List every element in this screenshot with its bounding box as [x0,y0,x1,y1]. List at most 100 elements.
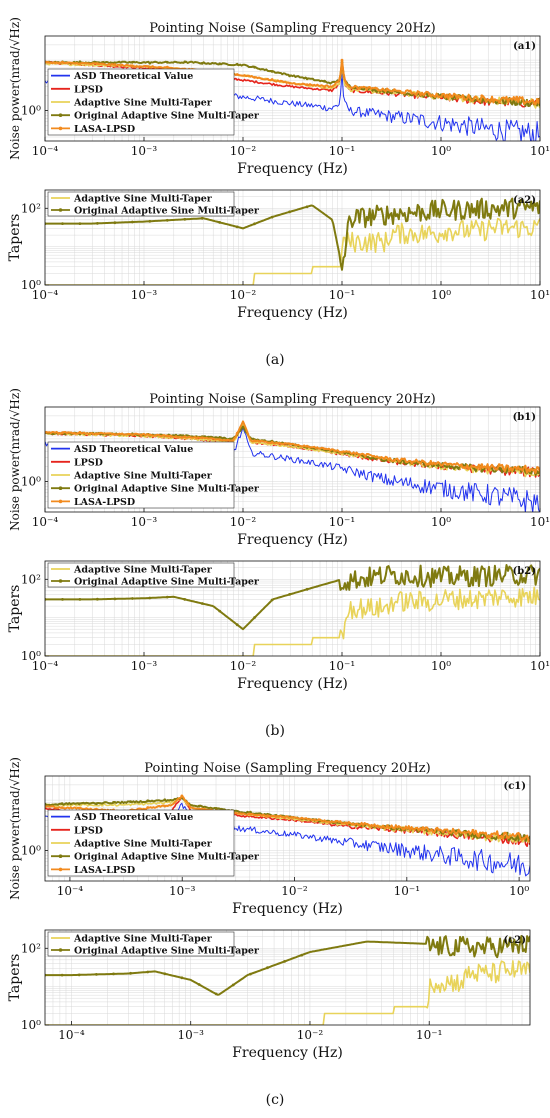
legend-label: LPSD [74,84,103,95]
legend-marker [58,486,63,491]
series-marker-a2-1 [96,222,99,225]
series-marker-b1-4 [462,466,466,469]
series-marker-b1-4 [358,453,361,457]
legend-marker [58,499,63,504]
chart-c1: 10⁻⁴ 10⁻³ 10⁻² 10⁻¹ 10⁰ 10⁰ Frequency (Hz) Nois… [8,757,531,917]
series-marker-b1-4 [96,432,99,436]
series-marker-c2-1 [129,971,133,975]
x-tick-label: 10⁰ [431,144,451,158]
series-marker-c1-3 [60,802,64,805]
series-marker-a2-1 [253,222,256,226]
y-tick-label: 10⁰ [21,1018,41,1032]
series-marker-b1-4 [200,436,204,440]
series-marker-c1-4 [420,828,423,831]
series-marker-b1-4 [340,450,344,454]
series-marker-a1-3 [323,79,326,83]
series-line-b2-0 [45,586,540,656]
series-marker-c1-3 [112,801,115,804]
panel-label: (b2) [513,566,536,577]
series-marker-a2-1 [235,225,239,229]
y-axis-label: Noise power(nrad/√Hz) [8,757,22,900]
plot-frame-a2 [44,189,541,286]
series-marker-c1-4 [403,827,406,830]
y-tick-label: 10⁰ [21,844,41,858]
legend-label: Original Adaptive Sine Multi-Taper [74,111,260,122]
x-tick-label: 10⁻¹ [329,659,355,673]
series-marker-c1-4 [334,819,338,823]
x-axis-label: Frequency (Hz) [237,305,348,321]
x-tick-label: 10⁻⁴ [58,1028,85,1042]
series-marker-b2-1 [270,598,274,602]
series-line-b2-1 [45,564,540,631]
series-marker-b1-4 [253,439,256,443]
series-marker-b1-4 [270,440,274,444]
series-marker-a1-4 [497,100,501,104]
series-marker-b1-4 [497,463,501,467]
x-tick-label: 10⁻² [230,659,257,673]
series-marker-c1-3 [163,798,167,802]
series-marker-c1-4 [351,822,355,826]
series-marker-c1-4 [249,813,252,816]
series-marker-c1-4 [300,816,304,820]
legend-label: Adaptive Sine Multi-Taper [73,839,213,850]
series-marker-a2-1 [305,205,309,209]
series-marker-a1-4 [393,88,396,92]
chart-c2: 10⁻⁴ 10⁻³ 10⁻² 10⁻¹ 10⁰ 10² Frequency (Hz) Tape… [7,929,531,1061]
series-marker-b1-3 [218,436,222,439]
series-marker-c2-1 [112,972,115,976]
legend-box [47,68,235,136]
series-marker-a1-4 [428,93,431,96]
series-marker-a1-4 [515,95,519,99]
y-axis-label: Noise power(nrad/√Hz) [8,388,22,531]
series-marker-c1-4 [163,804,167,808]
plot-frame-b2 [44,560,541,657]
series-marker-a1-3 [200,61,204,65]
x-tick-label: 10⁰ [431,659,451,673]
x-tick-label: 10⁻³ [177,1028,204,1042]
chart-b2: 10⁻⁴ 10⁻³ 10⁻² 10⁻¹ 10⁰ 10¹ 10⁰ 10² Frequency (H… [7,560,550,692]
y-tick-label: 10⁰ [21,278,41,292]
legend-label: Original Adaptive Sine Multi-Taper [74,577,260,588]
series-marker-a1-3 [515,102,519,106]
legend-box [47,191,235,217]
legend-box [47,809,235,877]
series-marker-b1-4 [131,433,134,437]
x-tick-label: 10⁻¹ [329,144,355,158]
legend-c1: ASD Theoretical Value LPSD Adaptive Sine M… [47,809,260,877]
x-tick-label: 10¹ [530,144,550,158]
series-marker-a2-1 [61,222,64,226]
legend-marker [58,208,63,212]
series-marker-b2-1 [200,602,204,605]
series-marker-a1-4 [462,97,466,101]
legend-label: Original Adaptive Sine Multi-Taper [74,484,260,495]
series-marker-b1-4 [532,468,536,472]
legend-a1: ASD Theoretical Value LPSD Adaptive Sine M… [47,68,260,136]
series-marker-a1-4 [305,83,309,87]
series-marker-b1-4 [515,467,519,471]
series-line-a1-4 [45,59,540,106]
series-marker-b2-1 [131,597,134,600]
series-marker-b1-4 [375,455,379,459]
series-marker-a1-4 [61,60,64,64]
panel-label: (a2) [513,195,536,206]
series-marker-c1-3 [197,804,201,808]
series-marker-b2-1 [235,623,239,627]
legend-label: Adaptive Sine Multi-Taper [73,471,213,482]
series-marker-b1-4 [78,431,82,434]
legend-label: Original Adaptive Sine Multi-Taper [74,852,260,863]
caption-c: (c) [265,1092,285,1108]
legend-box [47,562,235,588]
x-tick-label: 10⁻³ [131,515,158,529]
series-marker-b1-4 [235,431,239,435]
x-tick-label: 10⁻⁴ [32,288,59,302]
y-tick-label: 10⁰ [21,649,41,663]
series-marker-a2-1 [288,210,291,214]
series-marker-a1-4 [235,73,239,76]
x-tick-label: 10⁻² [230,288,257,302]
series-marker-c2-1 [146,970,150,974]
y-axis-label: Noise power(nrad/√Hz) [8,17,22,160]
chart-a1: 10⁻⁴ 10⁻³ 10⁻² 10⁻¹ 10⁰ 10¹ 10⁰ Frequency (Hz) N… [8,17,550,177]
series-marker-a2-1 [113,221,117,225]
